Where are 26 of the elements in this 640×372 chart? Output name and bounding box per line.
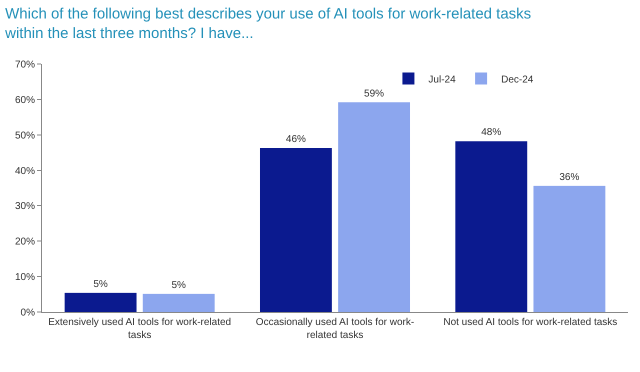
legend-label: Jul-24 xyxy=(428,74,456,86)
y-tick-label: 10% xyxy=(14,272,36,284)
bar xyxy=(260,148,332,312)
y-tick-label: 60% xyxy=(14,94,36,106)
bar xyxy=(338,102,410,312)
bar xyxy=(142,294,215,312)
y-tick-label: 20% xyxy=(14,236,36,248)
bar xyxy=(64,292,137,312)
data-label: 36% xyxy=(559,172,580,183)
y-tick-label: 0% xyxy=(20,308,36,318)
data-label: 5% xyxy=(171,280,186,291)
x-tick-label: Extensively used AI tools for work-related tasks xyxy=(48,317,232,341)
legend-label: Dec-24 xyxy=(501,74,534,86)
y-tick-label: 40% xyxy=(14,166,36,177)
y-tick-label: 50% xyxy=(14,130,36,142)
data-label: 5% xyxy=(93,278,108,290)
x-tick-label: Not used AI tools for work-related tasks xyxy=(443,317,618,328)
bar xyxy=(533,186,606,312)
x-tick-label: Occasionally used AI tools for work-related tasks xyxy=(256,317,414,341)
data-label: 59% xyxy=(364,88,384,100)
bar xyxy=(455,141,528,312)
data-label: 46% xyxy=(286,134,306,145)
y-tick-label: 30% xyxy=(14,201,36,212)
data-label: 48% xyxy=(481,127,502,138)
chart-title: Which of the following best describes your use of AI tools for work-related tasks within the last three months? I have... xyxy=(4,6,532,42)
y-tick-label: 70% xyxy=(14,60,36,70)
